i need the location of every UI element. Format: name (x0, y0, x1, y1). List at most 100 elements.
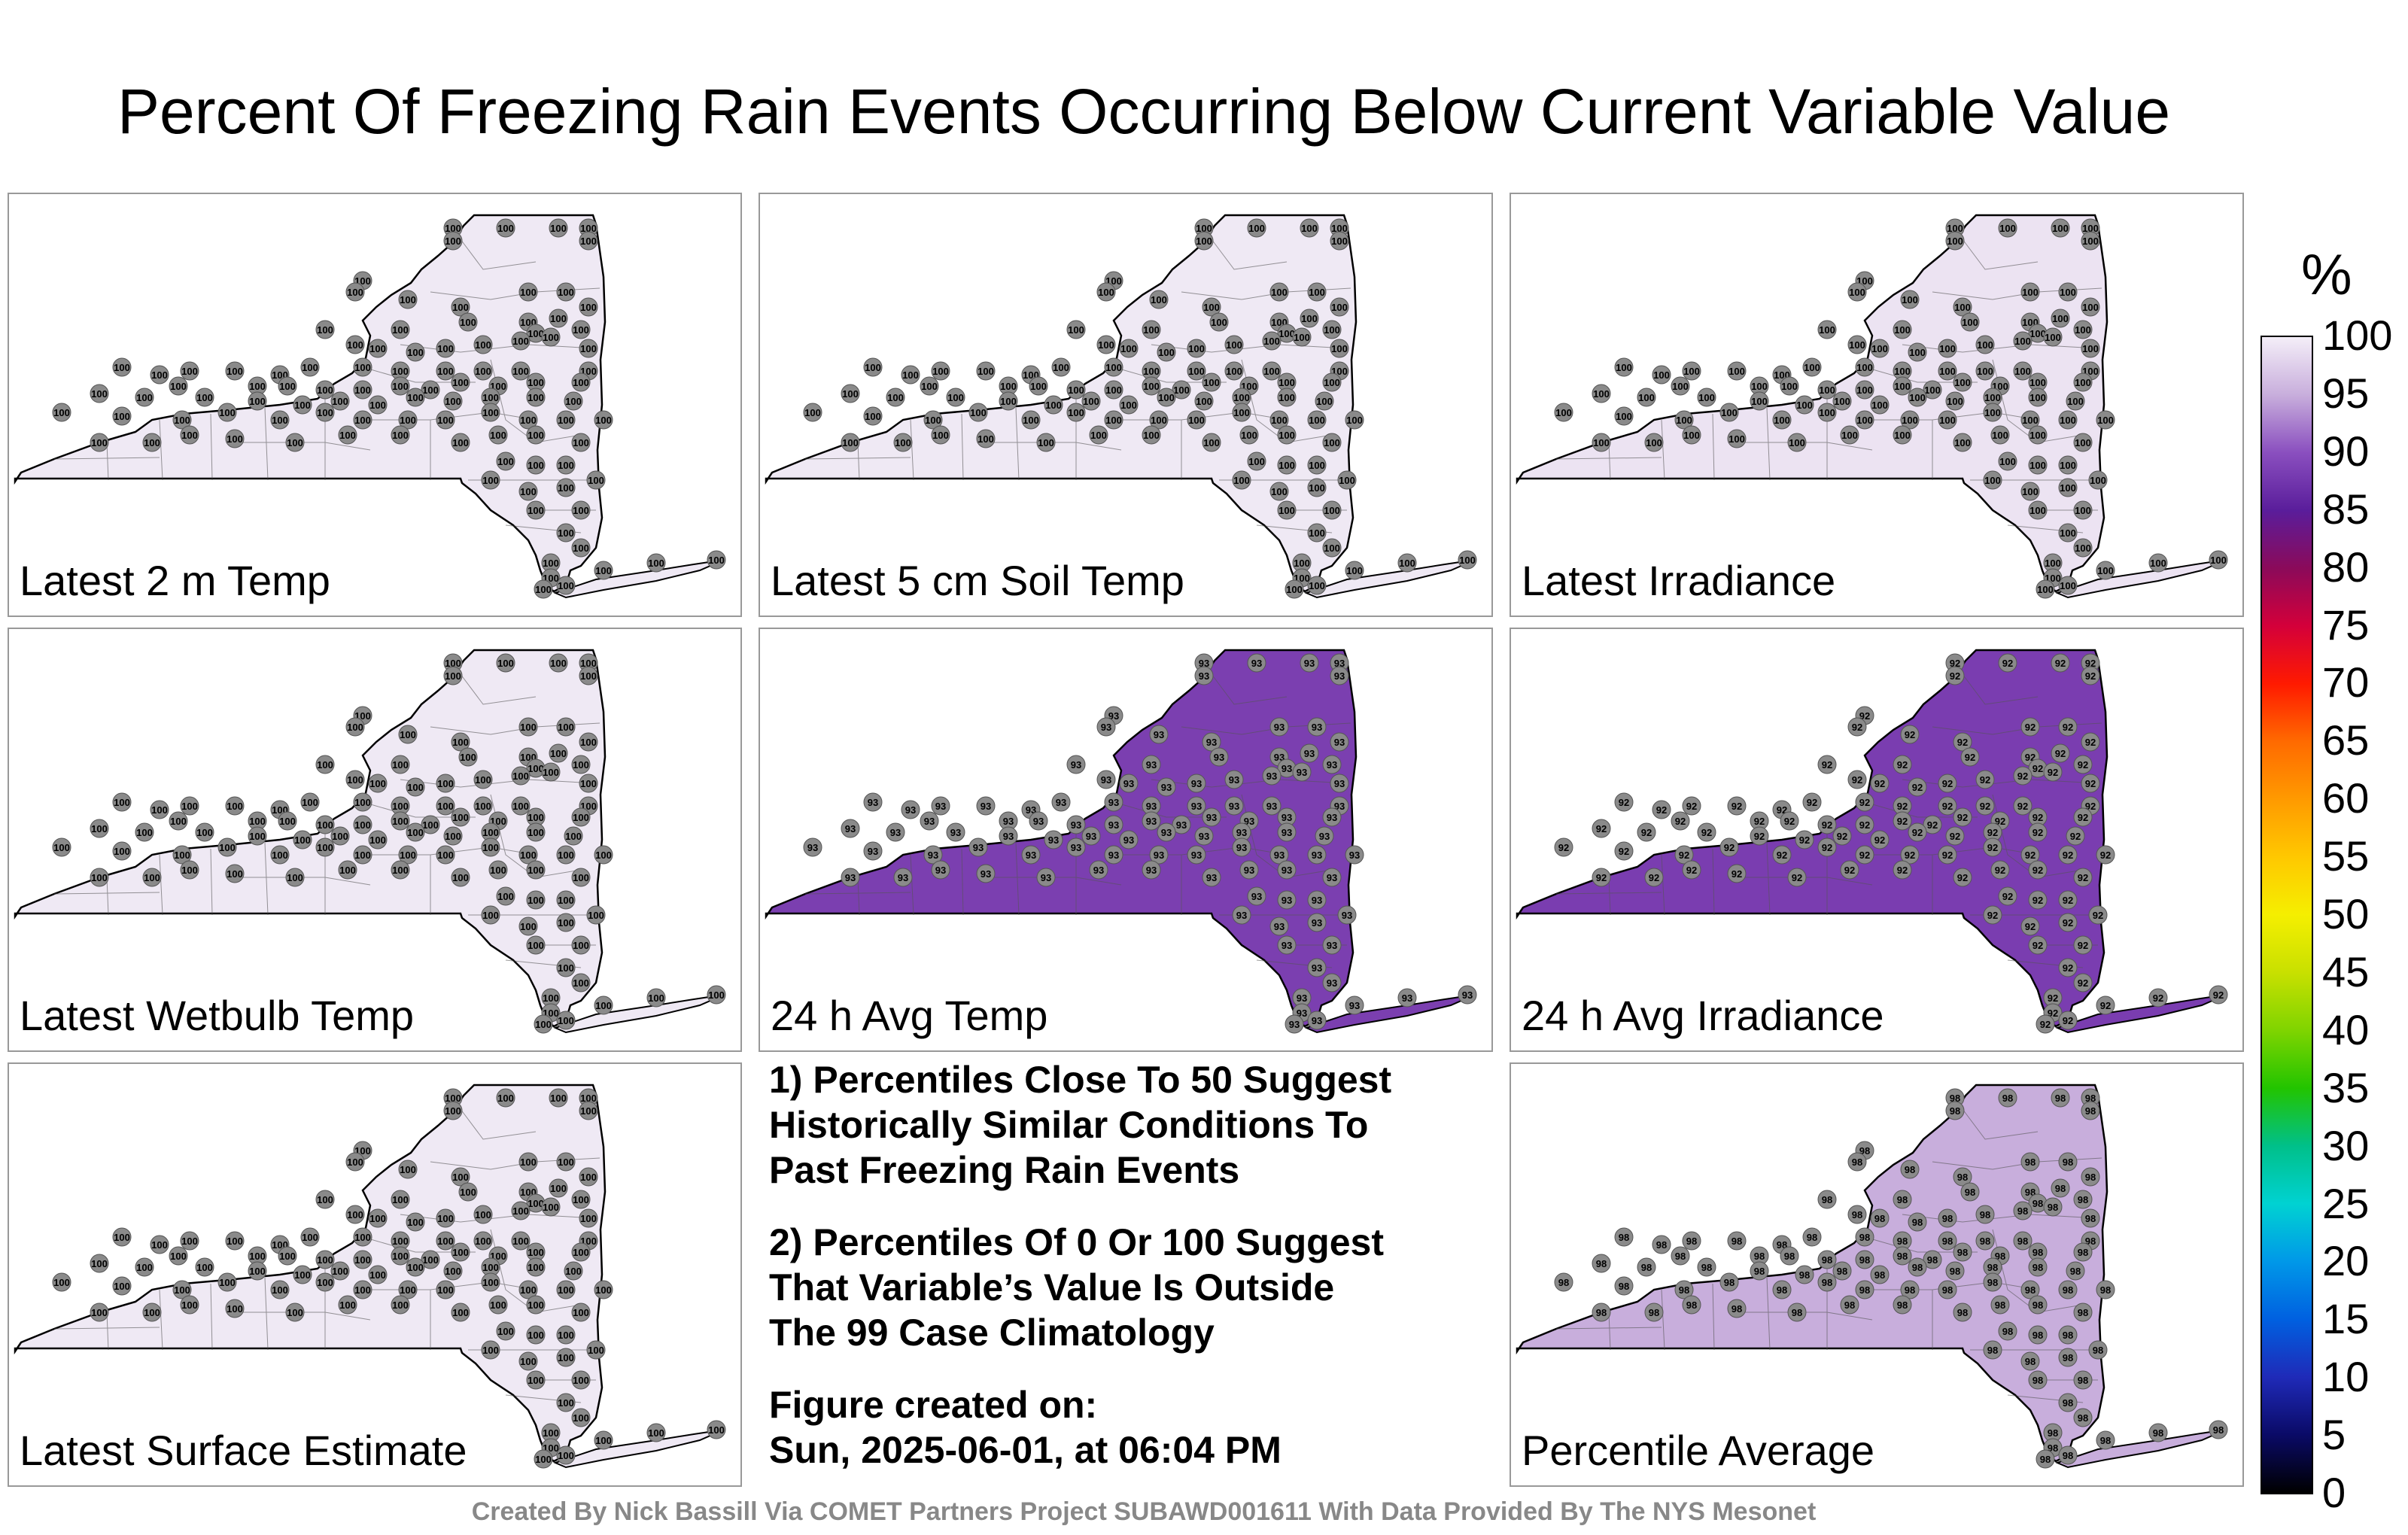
station-marker: 100 (90, 819, 109, 838)
svg-text:100: 100 (1000, 381, 1017, 392)
station-marker: 93 (1051, 792, 1071, 812)
svg-text:98: 98 (2033, 1375, 2043, 1386)
station-marker: 93 (1142, 811, 1161, 831)
svg-text:100: 100 (1902, 415, 1918, 426)
svg-text:100: 100 (1789, 437, 1805, 448)
station-marker: 100 (518, 410, 538, 430)
station-marker: 100 (2073, 320, 2093, 339)
svg-text:100: 100 (528, 1330, 544, 1341)
svg-text:100: 100 (452, 872, 469, 883)
station-marker: 100 (946, 388, 965, 407)
station-marker: 100 (112, 406, 132, 426)
station-marker: 100 (1300, 218, 1319, 238)
station-marker: 100 (338, 860, 357, 880)
station-marker: 93 (841, 819, 860, 838)
svg-text:100: 100 (490, 1299, 506, 1311)
svg-text:100: 100 (1962, 317, 1978, 328)
svg-text:92: 92 (2213, 989, 2224, 1001)
station-marker: 93 (1142, 860, 1161, 880)
svg-text:100: 100 (1120, 343, 1137, 354)
station-marker: 100 (901, 365, 920, 385)
station-marker: 100 (473, 770, 493, 789)
svg-text:100: 100 (573, 977, 589, 989)
station-marker: 100 (586, 470, 606, 490)
svg-text:100: 100 (181, 430, 198, 441)
svg-text:93: 93 (1123, 834, 1134, 846)
station-marker: 98 (2088, 1340, 2108, 1360)
svg-text:92: 92 (1777, 850, 1787, 861)
station-marker: 100 (353, 357, 372, 377)
svg-text:100: 100 (392, 1236, 409, 1247)
station-marker: 100 (1202, 372, 1221, 392)
svg-text:100: 100 (1751, 396, 1768, 407)
station-marker: 93 (1187, 796, 1206, 816)
figure-title: Percent Of Freezing Rain Events Occurrin… (117, 76, 2171, 147)
station-marker: 100 (1983, 470, 2002, 490)
svg-text:100: 100 (2082, 343, 2099, 354)
svg-text:93: 93 (928, 850, 938, 861)
svg-text:100: 100 (648, 558, 664, 569)
station-marker: 100 (300, 357, 320, 377)
station-marker: 100 (406, 822, 425, 842)
svg-text:98: 98 (1957, 1247, 1968, 1258)
svg-text:100: 100 (317, 385, 333, 396)
station-marker: 93 (1194, 666, 1214, 685)
station-marker: 100 (52, 403, 71, 422)
station-marker: 100 (270, 845, 290, 865)
station-marker: 100 (142, 1302, 162, 1322)
svg-text:93: 93 (1297, 992, 1307, 1004)
panel-label: Latest Wetbulb Temp (20, 992, 415, 1039)
svg-text:100: 100 (279, 816, 296, 827)
svg-text:100: 100 (445, 1266, 461, 1277)
svg-text:92: 92 (1619, 797, 1629, 808)
station-marker: 92 (1990, 860, 2010, 880)
station-marker: 100 (1330, 297, 1349, 317)
station-marker: 100 (2028, 372, 2048, 392)
svg-text:100: 100 (558, 1450, 574, 1461)
svg-text:100: 100 (520, 1356, 537, 1367)
svg-text:98: 98 (2153, 1427, 2163, 1439)
svg-text:100: 100 (520, 1157, 537, 1168)
note-percentiles-50: 1) Percentiles Close To 50 Suggest Histo… (769, 1059, 1392, 1191)
svg-text:92: 92 (1965, 752, 1975, 763)
svg-text:92: 92 (1912, 827, 1923, 838)
station-marker: 100 (511, 361, 531, 381)
svg-text:92: 92 (2100, 850, 2111, 861)
station-marker: 98 (1953, 1242, 1972, 1262)
station-marker: 100 (481, 822, 500, 842)
station-marker: 100 (1592, 433, 1611, 452)
station-marker: 100 (579, 218, 598, 238)
svg-text:93: 93 (1342, 910, 1352, 921)
station-marker: 92 (2020, 916, 2040, 936)
svg-text:100: 100 (1894, 381, 1911, 392)
svg-text:98: 98 (1942, 1236, 1953, 1247)
station-marker: 100 (1322, 433, 1342, 452)
station-marker: 100 (436, 796, 455, 816)
station-marker: 100 (1893, 361, 1912, 381)
station-marker: 100 (451, 868, 470, 887)
station-marker: 100 (345, 335, 365, 354)
svg-text:100: 100 (272, 1284, 288, 1296)
svg-text:100: 100 (573, 505, 589, 516)
svg-text:100: 100 (543, 1427, 559, 1439)
svg-text:98: 98 (1558, 1277, 1569, 1288)
svg-text:100: 100 (392, 801, 409, 812)
station-marker: 100 (1081, 391, 1101, 411)
station-marker: 98 (2058, 1348, 2078, 1367)
svg-text:100: 100 (648, 1427, 664, 1439)
station-marker: 98 (1893, 1190, 1912, 1209)
station-marker: 100 (1893, 425, 1912, 445)
svg-text:100: 100 (400, 1284, 416, 1296)
station-marker: 92 (1900, 845, 1920, 865)
svg-text:100: 100 (475, 1236, 491, 1247)
svg-text:100: 100 (1947, 223, 1963, 234)
svg-text:92: 92 (1799, 834, 1810, 846)
svg-text:98: 98 (1912, 1217, 1923, 1228)
station-marker: 100 (391, 860, 410, 880)
svg-text:92: 92 (1596, 872, 1607, 883)
svg-text:100: 100 (2067, 396, 2084, 407)
station-marker: 100 (481, 1340, 500, 1360)
svg-text:100: 100 (580, 670, 597, 682)
svg-text:92: 92 (1980, 801, 1990, 812)
station-marker: 98 (2028, 1370, 2048, 1390)
